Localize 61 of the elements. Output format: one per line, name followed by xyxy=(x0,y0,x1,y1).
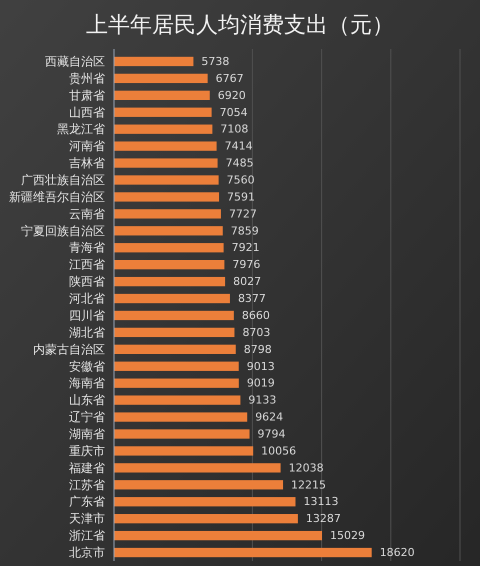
y-tick-label: 江西省 xyxy=(69,258,105,272)
y-tick-label: 河北省 xyxy=(69,292,105,306)
data-label: 15029 xyxy=(330,529,365,542)
data-label: 8703 xyxy=(242,326,270,339)
y-tick-label: 福建省 xyxy=(69,460,105,475)
y-tick-label: 宁夏回族自治区 xyxy=(21,224,105,238)
data-label: 7976 xyxy=(232,258,260,272)
y-tick-label: 黑龙江省 xyxy=(57,122,105,136)
y-tick-label: 湖南省 xyxy=(69,427,105,441)
data-label: 8377 xyxy=(238,292,266,306)
y-tick-label: 辽宁省 xyxy=(69,410,105,424)
data-label: 13113 xyxy=(303,495,338,508)
data-label: 8027 xyxy=(233,275,262,288)
data-label: 5738 xyxy=(201,54,230,68)
y-tick-label: 四川省 xyxy=(69,308,105,322)
y-tick-label: 青海省 xyxy=(69,240,105,255)
y-tick-label: 内蒙古自治区 xyxy=(33,342,105,356)
y-tick-label: 贵州省 xyxy=(69,71,105,86)
y-tick-label: 山西省 xyxy=(69,105,105,120)
y-tick-label: 重庆市 xyxy=(69,444,105,458)
data-label: 7727 xyxy=(228,207,257,220)
chart-title: 上半年居民人均消费支出（元） xyxy=(86,13,394,38)
y-tick-label: 天津市 xyxy=(69,512,105,526)
data-label: 7591 xyxy=(227,190,256,204)
data-label: 7560 xyxy=(226,174,255,186)
data-label: 6767 xyxy=(216,72,244,85)
y-tick-label: 安徽省 xyxy=(69,359,105,374)
y-tick-label: 海南省 xyxy=(69,376,105,390)
data-label: 7485 xyxy=(226,156,254,170)
data-label: 7859 xyxy=(230,224,259,238)
y-tick-label: 云南省 xyxy=(69,206,105,221)
data-label: 12215 xyxy=(291,478,326,492)
data-label: 7414 xyxy=(224,140,253,153)
y-tick-label: 甘肃省 xyxy=(69,88,105,102)
data-label: 9019 xyxy=(246,376,275,390)
data-label: 8660 xyxy=(242,308,270,322)
y-tick-label: 河南省 xyxy=(69,139,105,154)
data-label: 13287 xyxy=(306,512,341,526)
y-tick-label: 湖北省 xyxy=(69,325,105,340)
y-tick-label: 陕西省 xyxy=(69,274,105,289)
data-label: 8798 xyxy=(244,342,272,356)
data-label: 6920 xyxy=(218,88,246,102)
data-label: 12038 xyxy=(288,461,324,474)
data-label: 9794 xyxy=(258,428,286,440)
y-tick-label: 山东省 xyxy=(69,393,105,408)
data-label: 9624 xyxy=(255,410,284,424)
y-tick-label: 广西壮族自治区 xyxy=(21,173,105,187)
y-tick-label: 北京市 xyxy=(69,546,105,560)
y-tick-label: 江苏省 xyxy=(69,478,105,492)
y-tick-label: 广东省 xyxy=(69,494,105,509)
data-label: 9133 xyxy=(248,394,276,407)
data-label: 7921 xyxy=(232,241,260,254)
data-label: 18620 xyxy=(380,546,415,560)
y-tick-label: 西藏自治区 xyxy=(45,54,105,68)
data-label: 7054 xyxy=(220,106,248,119)
y-tick-label: 吉林省 xyxy=(69,156,105,170)
data-label: 10056 xyxy=(261,444,296,458)
data-label: 9013 xyxy=(246,360,275,373)
y-tick-label: 新疆维吾尔自治区 xyxy=(9,190,105,204)
y-tick-label: 浙江省 xyxy=(69,528,105,543)
data-label: 7108 xyxy=(220,122,248,136)
